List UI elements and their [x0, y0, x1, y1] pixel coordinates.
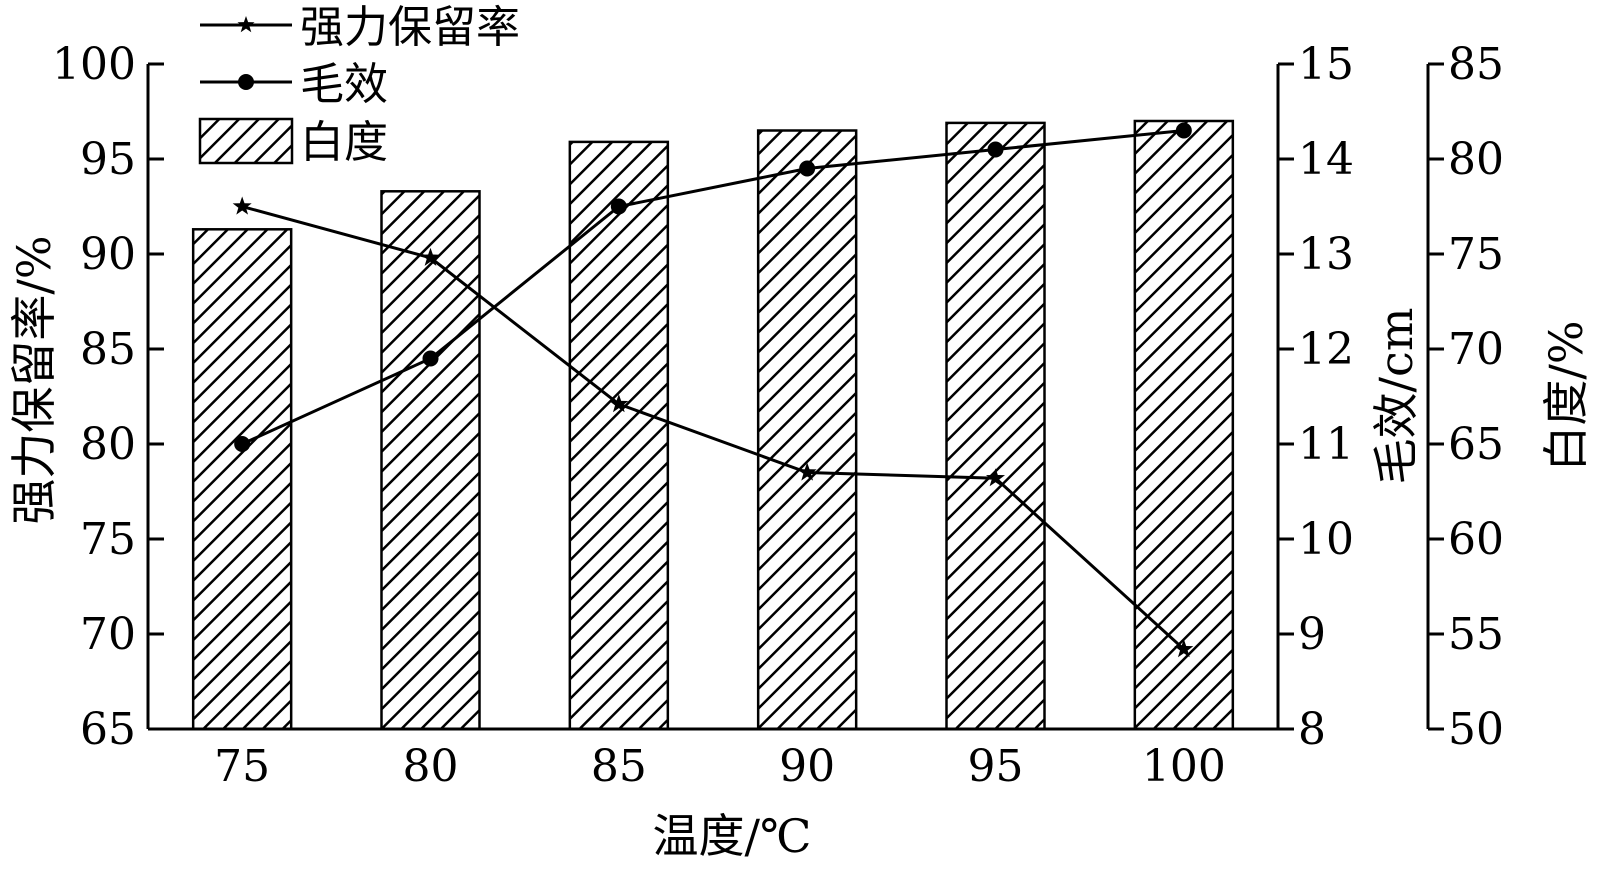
x-tick-label: 75	[214, 741, 270, 792]
legend-item-wicking: 毛效	[200, 59, 388, 110]
bar-whiteness	[191, 228, 293, 731]
left-tick-label: 85	[80, 324, 136, 375]
legend-circle-marker	[238, 74, 254, 90]
right1-tick-label: 13	[1298, 229, 1354, 280]
legend-label-whiteness: 白度	[300, 117, 388, 168]
right2-tick-label: 70	[1448, 324, 1504, 375]
right2-tick-label: 50	[1448, 704, 1504, 755]
left-tick-label: 75	[80, 514, 136, 565]
wicking-point	[1175, 122, 1192, 139]
wicking-point	[422, 350, 439, 367]
right2-tick-label: 65	[1448, 419, 1504, 470]
left-tick-label: 70	[80, 609, 136, 660]
right2-axis-title: 白度/%	[1539, 320, 1593, 471]
right2-tick-label: 85	[1448, 39, 1504, 90]
left-tick-label: 65	[80, 704, 136, 755]
bar-whiteness	[568, 140, 670, 731]
wicking-point	[234, 436, 251, 452]
right1-tick-label: 12	[1298, 324, 1354, 375]
legend-item-whiteness: 白度	[198, 117, 388, 168]
x-tick-label: 80	[403, 741, 459, 792]
legend-label-wicking: 毛效	[300, 59, 388, 110]
right1-tick-label: 10	[1298, 514, 1354, 565]
legend-label-strength: 强力保留率	[300, 2, 520, 53]
left-tick-label: 95	[80, 134, 136, 185]
bar-whiteness	[945, 121, 1046, 731]
strength-retention-point	[232, 196, 252, 215]
wicking-point	[610, 198, 627, 215]
axes: 65 70 75 80 85 90 95 100 8 9 10 11 12 13 14 15 50 55 60 65 7…	[52, 39, 1504, 792]
bar-whiteness	[1133, 119, 1235, 731]
right2-tick-label: 75	[1448, 229, 1504, 280]
wicking-point	[799, 160, 816, 177]
x-axis-title: 温度/℃	[653, 809, 812, 863]
bar-whiteness	[380, 190, 481, 731]
x-tick-label: 100	[1142, 741, 1226, 792]
legend-hatch-swatch	[198, 117, 294, 165]
legend-star-marker	[237, 16, 255, 33]
left-tick-label: 80	[80, 419, 136, 470]
right1-axis-title: 毛效/cm	[1369, 308, 1423, 485]
right1-tick-label: 11	[1298, 419, 1354, 470]
left-tick-label: 90	[80, 229, 136, 280]
right1-tick-label: 14	[1298, 134, 1354, 185]
bar-series-whiteness	[191, 119, 1235, 731]
right1-tick-label: 8	[1298, 704, 1326, 755]
x-tick-label: 95	[968, 741, 1024, 792]
left-tick-label: 100	[52, 39, 136, 90]
left-axis-title: 强力保留率/%	[7, 235, 61, 524]
wicking-point	[987, 141, 1004, 158]
strength-retention-line	[241, 205, 1185, 651]
wicking-line	[241, 129, 1184, 446]
legend: 强力保留率 毛效 白度	[198, 2, 520, 168]
right1-tick-label: 9	[1298, 609, 1326, 660]
right2-tick-label: 55	[1448, 609, 1504, 660]
x-tick-label: 85	[591, 741, 647, 792]
x-tick-label: 90	[779, 741, 835, 792]
line-series	[232, 122, 1194, 658]
bar-whiteness	[756, 129, 858, 731]
legend-item-strength: 强力保留率	[200, 2, 520, 53]
right2-tick-label: 60	[1448, 514, 1504, 565]
right2-tick-label: 80	[1448, 134, 1504, 185]
right1-tick-label: 15	[1298, 39, 1354, 90]
